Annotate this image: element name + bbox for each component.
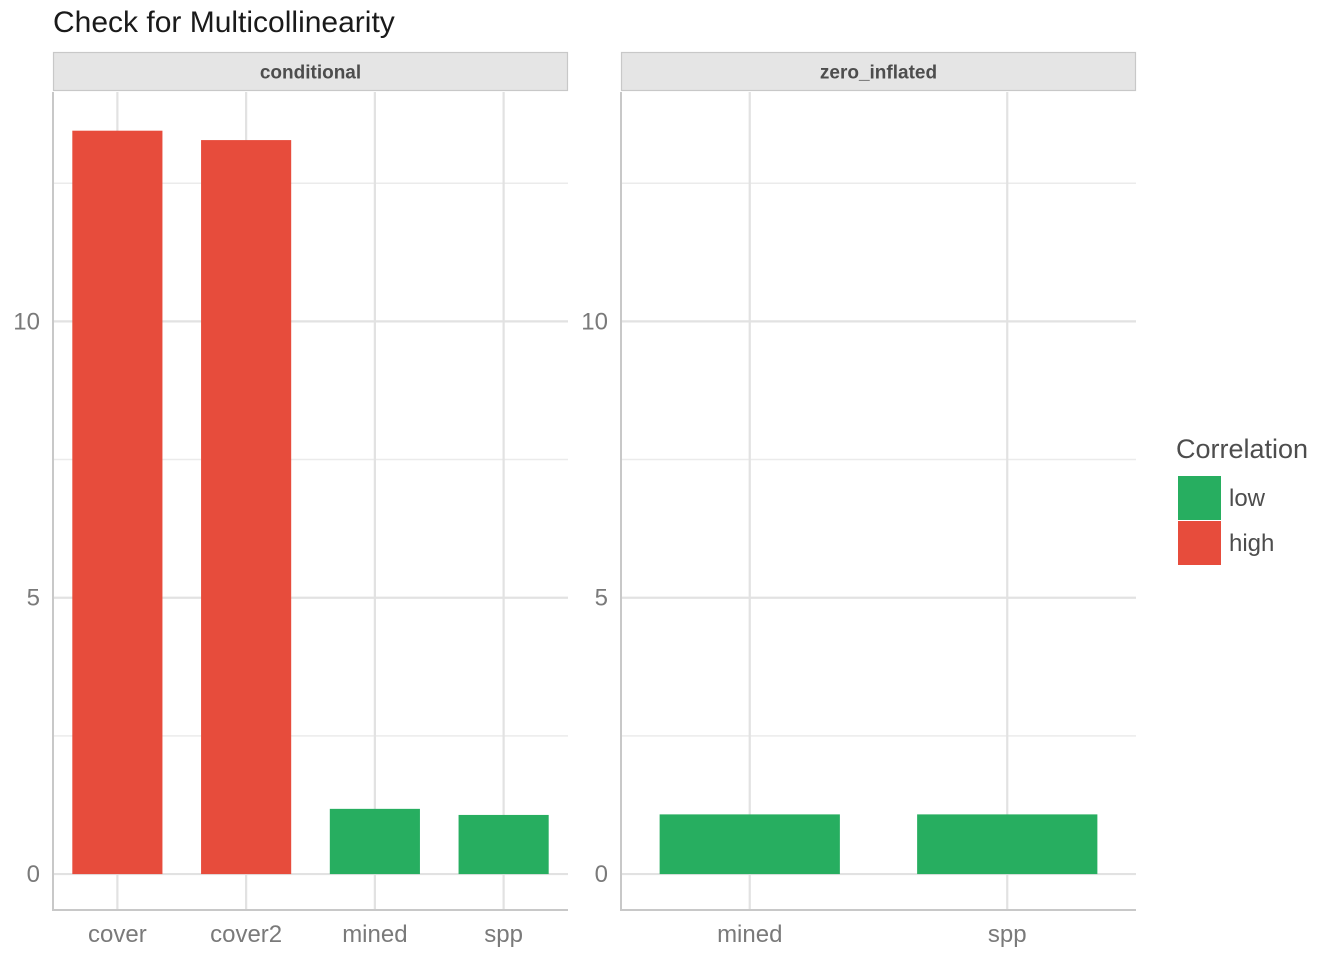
x-tick-label: mined <box>717 921 782 948</box>
bar-conditional-mined <box>329 808 420 875</box>
x-tick-label: spp <box>484 921 523 948</box>
legend-label: low <box>1229 485 1266 512</box>
chart-title: Check for Multicollinearity <box>53 6 395 39</box>
facet-strip-label: conditional <box>260 63 361 84</box>
y-tick-label: 0 <box>595 861 608 888</box>
y-tick-label: 5 <box>595 585 608 612</box>
facet-strip-label: zero_inflated <box>820 63 937 84</box>
legend-label: high <box>1229 530 1274 557</box>
y-tick-label: 0 <box>27 861 40 888</box>
legend-title: Correlation <box>1176 434 1308 464</box>
legend-swatch-low <box>1178 476 1221 520</box>
legend-swatch-high <box>1178 521 1221 565</box>
bar-conditional-cover <box>72 130 163 875</box>
bar-conditional-cover2 <box>201 140 292 875</box>
bar-zero_inflated-mined <box>659 814 840 875</box>
y-tick-label: 10 <box>13 308 40 335</box>
facet-strip-zero_inflated <box>620 51 1137 92</box>
bar-conditional-spp <box>458 814 549 875</box>
y-tick-label: 10 <box>581 308 608 335</box>
bar-zero_inflated-spp <box>917 814 1098 875</box>
facet-strip-conditional <box>52 51 569 92</box>
x-tick-label: mined <box>342 921 407 948</box>
x-tick-label: cover <box>88 921 147 948</box>
x-tick-label: cover2 <box>210 921 282 948</box>
x-tick-label: spp <box>988 921 1027 948</box>
y-tick-label: 5 <box>27 585 40 612</box>
